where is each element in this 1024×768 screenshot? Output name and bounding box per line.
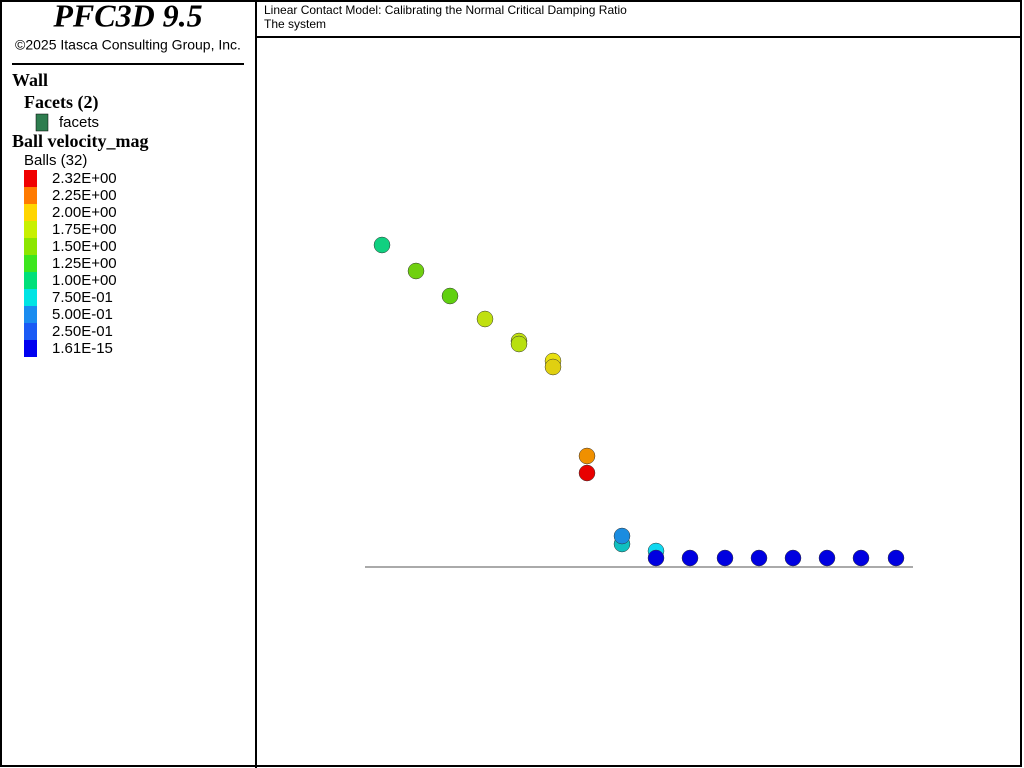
legend-swatch — [24, 306, 37, 323]
wall-title: Wall — [12, 70, 48, 90]
app-title: PFC3D 9.5 — [52, 0, 202, 33]
legend-swatch — [24, 272, 37, 289]
ball — [373, 236, 391, 254]
velocity-legend: 2.32E+002.25E+002.00E+001.75E+001.50E+00… — [24, 170, 117, 357]
ball — [681, 549, 699, 567]
ball — [784, 549, 802, 567]
ball — [647, 549, 665, 567]
legend-swatch — [24, 204, 37, 221]
legend-swatch — [24, 340, 37, 357]
legend-swatch — [24, 255, 37, 272]
legend-swatch — [24, 187, 37, 204]
legend-swatch — [24, 289, 37, 306]
legend-label: 1.50E+00 — [52, 238, 117, 255]
legend-swatch — [24, 170, 37, 187]
balls-title: Balls (32) — [24, 152, 87, 169]
legend-label: 2.25E+00 — [52, 187, 117, 204]
legend-swatch — [24, 221, 37, 238]
legend-swatch — [24, 323, 37, 340]
legend-label: 1.61E-15 — [52, 340, 113, 357]
ball — [578, 464, 596, 482]
legend-label: 2.50E-01 — [52, 323, 113, 340]
legend-label: 2.00E+00 — [52, 204, 117, 221]
ball — [407, 262, 425, 280]
legend-label: 2.32E+00 — [52, 170, 117, 187]
facets-title: Facets (2) — [24, 92, 98, 113]
plot-subtitle: The system — [264, 17, 326, 31]
ball — [818, 549, 836, 567]
plot-title: Linear Contact Model: Calibrating the No… — [264, 3, 627, 17]
legend-swatch — [24, 238, 37, 255]
legend-label: 1.25E+00 — [52, 255, 117, 272]
ball — [510, 335, 528, 353]
ball — [578, 447, 596, 465]
legend-label: 7.50E-01 — [52, 289, 113, 306]
velocity-title: Ball velocity_mag — [12, 131, 148, 151]
ball — [441, 287, 459, 305]
legend-label: 1.75E+00 — [52, 221, 117, 238]
facets-swatch — [35, 113, 49, 132]
facets-label: facets — [59, 114, 99, 131]
ball — [887, 549, 905, 567]
ball — [750, 549, 768, 567]
ball — [852, 549, 870, 567]
legend-label: 5.00E-01 — [52, 306, 113, 323]
ball — [716, 549, 734, 567]
copyright: ©2025 Itasca Consulting Group, Inc. — [15, 37, 241, 53]
ball — [613, 527, 631, 545]
legend-label: 1.00E+00 — [52, 272, 117, 289]
ball — [476, 310, 494, 328]
balls — [373, 236, 905, 567]
ball — [544, 358, 562, 376]
